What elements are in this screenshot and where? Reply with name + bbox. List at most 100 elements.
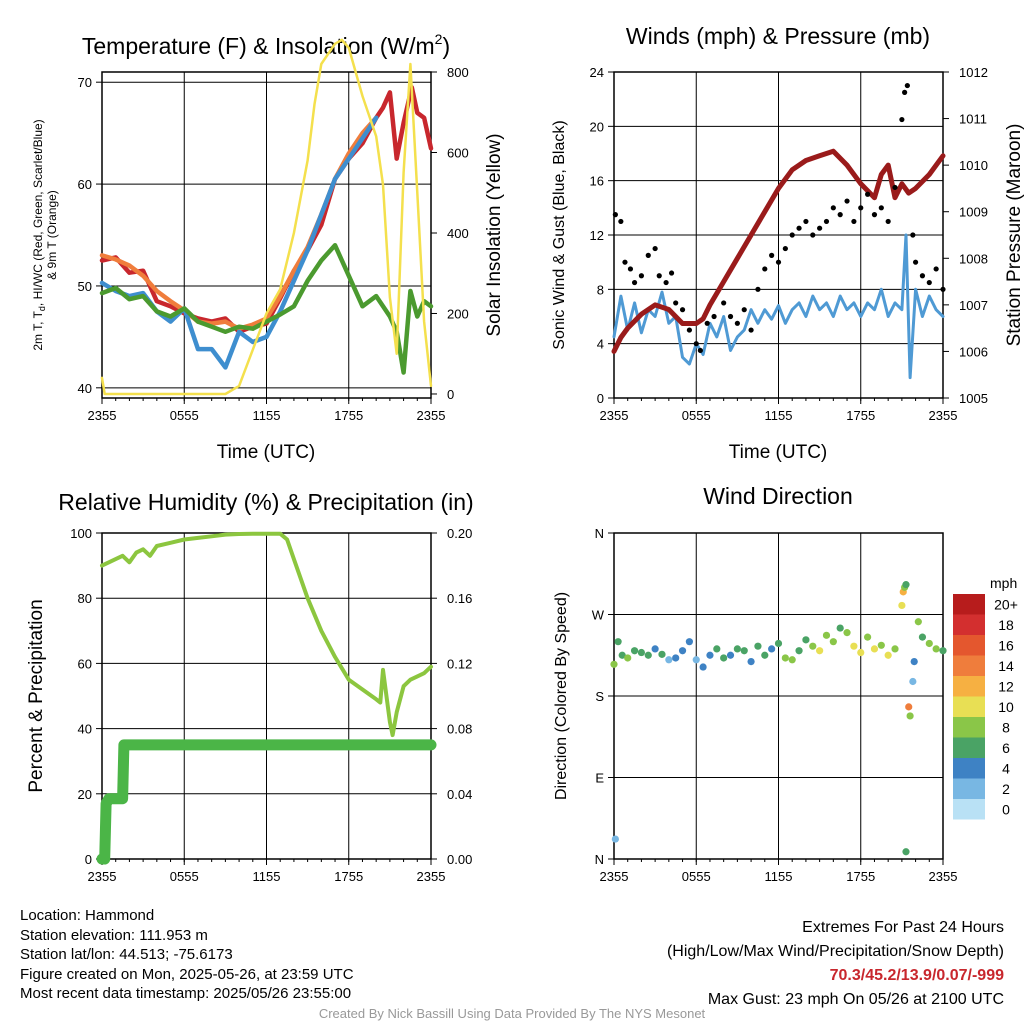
legend-label: 20+	[994, 596, 1018, 612]
direction-point	[651, 645, 659, 653]
direction-point	[850, 642, 858, 650]
gust-point	[711, 313, 717, 320]
temperature-y2tick-label: 600	[447, 145, 469, 160]
direction-point	[768, 645, 776, 653]
gust-point	[631, 279, 638, 286]
gust-point	[910, 232, 916, 238]
direction-point	[637, 648, 646, 657]
direction-xtick-label: 2355	[929, 869, 958, 884]
legend-swatch	[953, 676, 985, 697]
temp-ylabel-right: Solar Insolation (Yellow)	[484, 133, 505, 336]
temp-ylabel-left-2: , HI/WC (Red, Green, Scarlet/Blue)	[31, 119, 45, 306]
series-wind	[612, 233, 945, 380]
wind-ytick-label: 0	[597, 391, 604, 406]
temp-title: Temperature (F) & Insolation (W/m2)	[82, 31, 450, 59]
gust-point	[837, 212, 843, 218]
direction-point	[864, 633, 872, 641]
wind-y2tick-label: 1005	[959, 391, 988, 406]
gust-point	[844, 198, 850, 204]
temperature-ytick-label: 40	[78, 381, 92, 396]
legend-swatch	[953, 758, 985, 779]
direction-xtick-label: 0555	[682, 869, 711, 884]
gust-point	[817, 225, 823, 231]
direction-point	[740, 647, 748, 655]
direction-point	[733, 645, 741, 653]
gust-point	[652, 245, 658, 252]
humidity-y2tick-label: 0.12	[447, 656, 472, 671]
gust-point	[902, 89, 908, 95]
direction-point	[870, 645, 879, 653]
direction-point	[747, 657, 755, 666]
humidity-ytick-label: 20	[78, 787, 92, 802]
gust-point	[755, 286, 761, 292]
direction-ytick-label: W	[592, 608, 605, 623]
figure-created: Figure created on Mon, 2025-05-26, at 23…	[20, 965, 354, 983]
direction-point	[761, 651, 769, 659]
temp-title-end: )	[442, 33, 450, 59]
series-heat_index	[99, 115, 379, 370]
temp-title-sup: 2	[435, 31, 443, 47]
dir-ylabel-left: Direction (Colored By Speed)	[553, 592, 570, 800]
direction-point	[906, 712, 914, 720]
temperature-ytick-label: 50	[78, 279, 92, 294]
direction-ytick-label: N	[595, 526, 604, 541]
humidity-y2tick-label: 0.16	[447, 591, 472, 606]
gust-point	[904, 82, 910, 89]
humidity-ytick-label: 40	[78, 722, 92, 737]
direction-point	[809, 642, 817, 650]
gust-point	[762, 266, 768, 272]
humidity-y2tick-label: 0.00	[447, 852, 472, 867]
legend-label: 2	[1002, 781, 1010, 797]
direction-point	[665, 656, 673, 664]
direction-point	[939, 647, 947, 655]
rh-ylabel-left: Percent & Precipitation	[26, 599, 47, 792]
direction-point	[685, 638, 693, 646]
direction-point	[909, 677, 917, 686]
direction-ytick-label: S	[595, 689, 604, 704]
dir-title: Wind Direction	[703, 483, 853, 509]
direction-point	[836, 624, 844, 632]
gust-point	[865, 191, 871, 197]
temperature-xtick-label: 0555	[170, 408, 199, 423]
dir-legend-title: mph	[990, 575, 1017, 591]
extremes-values: 70.3/45.2/13.9/0.07/-999	[829, 967, 1004, 984]
extremes-title: Extremes For Past 24 Hours	[802, 919, 1004, 936]
gust-point	[926, 279, 932, 286]
direction-point	[918, 633, 927, 641]
legend-label: 18	[998, 617, 1014, 633]
humidity-xtick-label: 2355	[88, 869, 117, 884]
temp-xlabel: Time (UTC)	[217, 442, 316, 463]
wind-ytick-label: 4	[597, 337, 604, 352]
temperature-xtick-label: 2355	[417, 408, 446, 423]
gust-point	[919, 273, 926, 279]
direction-frame	[613, 532, 944, 860]
gust-point	[810, 232, 816, 238]
wind-y2tick-label: 1006	[959, 344, 988, 359]
gust-point	[851, 218, 857, 225]
legend-swatch	[953, 737, 985, 758]
gust-point	[686, 327, 692, 333]
station-location: Location: Hammond	[20, 907, 155, 924]
direction-point	[692, 656, 700, 664]
direction-point	[630, 647, 639, 655]
extremes-subtitle: (High/Low/Max Wind/Precipitation/Snow De…	[666, 943, 1004, 960]
temperature-frame	[101, 71, 432, 399]
legend-label: 0	[1002, 801, 1010, 817]
direction-ytick-label: N	[595, 852, 604, 867]
temperature-y2tick-label: 400	[447, 226, 469, 241]
legend-label: 12	[998, 678, 1014, 694]
direction-point	[774, 639, 783, 648]
direction-point	[658, 650, 666, 658]
direction-point	[611, 835, 619, 843]
wind-xtick-label: 0555	[682, 408, 711, 423]
series-dewpoint	[99, 242, 434, 375]
series-pressure	[611, 148, 946, 354]
gust-point	[782, 245, 788, 252]
direction-point	[672, 654, 680, 662]
wind-xlabel: Time (UTC)	[729, 442, 828, 463]
legend-swatch	[953, 799, 985, 820]
wind-ytick-label: 20	[590, 119, 604, 134]
temperature-xtick-label: 2355	[88, 408, 117, 423]
temp-ylabel-left: 2m T, Td, HI/WC (Red, Green, Scarlet/Blu…	[31, 119, 47, 350]
